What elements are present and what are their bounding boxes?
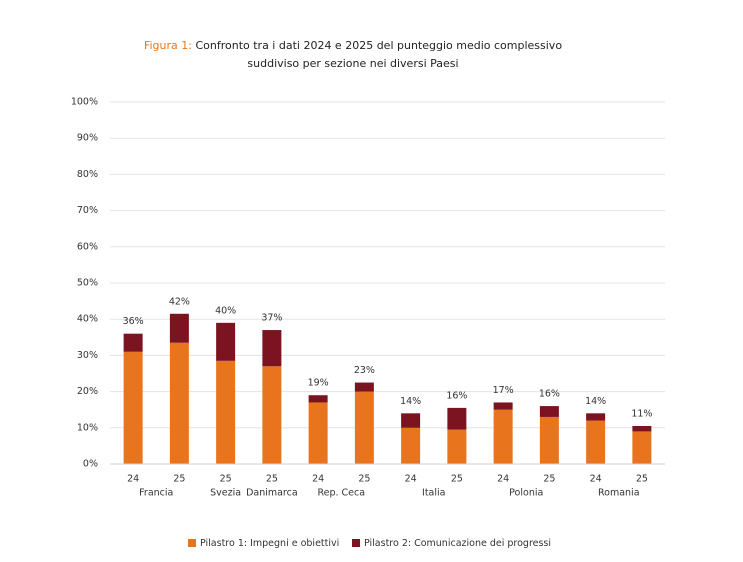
bar-segment (539, 416, 559, 464)
y-tick-label: 30% (77, 350, 98, 361)
group-label: Svezia (210, 488, 241, 499)
x-tick-label: 25 (173, 474, 185, 485)
bar-segment (539, 406, 559, 417)
bar-segment (123, 333, 143, 352)
bar-segment (447, 429, 467, 464)
y-tick-label: 70% (77, 205, 98, 216)
group-label: Rep. Ceca (317, 488, 365, 499)
group-label: Danimarca (246, 488, 298, 499)
title-line: Confronto tra i dati 2024 e 2025 del pun… (195, 39, 562, 52)
bar-segment (586, 420, 606, 464)
total-label: 14% (400, 396, 421, 407)
bar-segment (308, 395, 328, 403)
group-label: Polonia (509, 488, 543, 499)
bar-segment (216, 360, 236, 464)
x-tick-label: 25 (220, 474, 232, 485)
legend-label: Pilastro 2: Comunicazione dei progressi (364, 538, 551, 549)
y-tick-label: 100% (71, 97, 98, 108)
x-tick-label: 24 (590, 474, 602, 485)
x-tick-label: 24 (127, 474, 139, 485)
bar-segment (401, 427, 421, 464)
bar-segment (262, 366, 282, 464)
legend-swatch (352, 539, 360, 547)
bar-segment (354, 391, 374, 464)
bar-segment (401, 413, 421, 428)
bar-segment (216, 322, 236, 361)
bar-segment (123, 351, 143, 464)
total-label: 16% (446, 390, 467, 401)
y-tick-label: 10% (77, 422, 98, 433)
y-tick-label: 60% (77, 241, 98, 252)
y-tick-label: 20% (77, 386, 98, 397)
y-tick-label: 90% (77, 133, 98, 144)
bar-segment (169, 342, 189, 464)
bar-segment (632, 431, 652, 464)
total-label: 19% (308, 378, 329, 389)
bar-segment (632, 425, 652, 432)
y-tick-label: 50% (77, 278, 98, 289)
total-label: 17% (493, 385, 514, 396)
bar-segment (586, 413, 606, 421)
total-label: 36% (123, 316, 144, 327)
bar-segment (354, 382, 374, 392)
y-tick-label: 40% (77, 314, 98, 325)
total-label: 40% (215, 305, 236, 316)
y-tick-label: 80% (77, 169, 98, 180)
x-tick-label: 25 (266, 474, 278, 485)
group-label: Francia (139, 488, 173, 499)
x-tick-label: 24 (312, 474, 324, 485)
bar-segment (169, 313, 189, 343)
x-tick-label: 25 (358, 474, 370, 485)
bar-segment (447, 407, 467, 430)
total-label: 14% (585, 396, 606, 407)
group-label: Italia (422, 488, 445, 499)
total-label: 11% (631, 408, 652, 419)
total-label: 16% (539, 389, 560, 400)
bar-segment (493, 402, 513, 410)
total-label: 42% (169, 296, 190, 307)
bar-segment (493, 409, 513, 464)
legend-label: Pilastro 1: Impegni e obiettivi (200, 538, 339, 549)
x-tick-label: 25 (543, 474, 555, 485)
total-label: 37% (261, 313, 282, 324)
bar-segment (308, 402, 328, 464)
total-label: 23% (354, 365, 375, 376)
group-label: Romania (598, 488, 640, 499)
bar-segment (262, 330, 282, 367)
y-tick-label: 0% (83, 459, 98, 470)
x-tick-label: 25 (451, 474, 463, 485)
x-tick-label: 24 (405, 474, 417, 485)
chart-title: Figura 1: Confronto tra i dati 2024 e 20… (144, 39, 562, 52)
title-prefix: Figura 1: (144, 39, 192, 52)
x-tick-label: 25 (636, 474, 648, 485)
x-tick-label: 24 (497, 474, 509, 485)
legend-swatch (188, 539, 196, 547)
title-line: suddiviso per sezione nei diversi Paesi (247, 57, 458, 70)
